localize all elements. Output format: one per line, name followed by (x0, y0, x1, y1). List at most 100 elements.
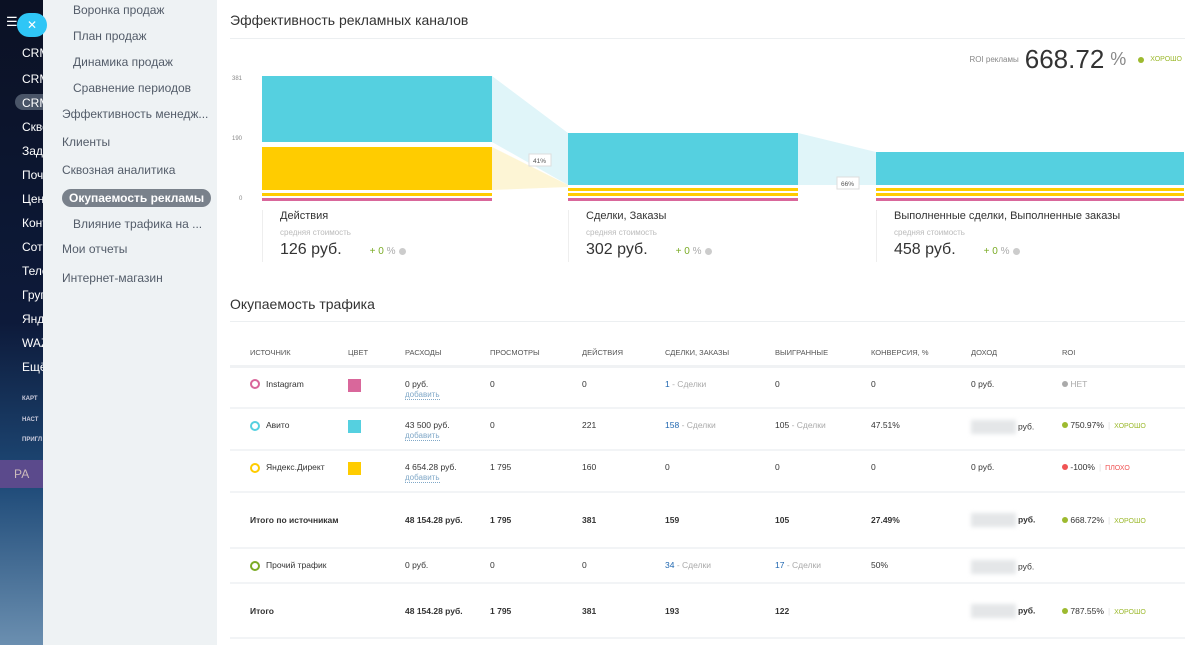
col-header[interactable]: КОНВЕРСИЯ, % (871, 340, 971, 368)
currency: руб. (1018, 421, 1035, 432)
nav-item[interactable]: WAZ (22, 336, 43, 350)
views-value: 1 795 (490, 492, 582, 549)
menu-item[interactable]: Влияние трафика на ... (73, 217, 203, 231)
nav-item[interactable]: CRM (22, 72, 43, 86)
nav-item[interactable]: CRM (22, 46, 43, 60)
help-icon[interactable] (1012, 247, 1020, 255)
nav-item[interactable]: Цент (22, 192, 43, 206)
nav-link[interactable]: НАСТ (22, 417, 39, 423)
views-value: 1 795 (490, 450, 582, 493)
table-row[interactable]: Авито 43 500 руб. добавить 0 221 158 - Сд… (230, 408, 1185, 451)
source-icon (250, 420, 260, 431)
nav-item[interactable]: Конт (22, 216, 43, 230)
menu-item[interactable]: Мои отчеты (62, 242, 128, 256)
col-header[interactable]: ROI (1062, 340, 1185, 368)
conversion-badge (836, 176, 860, 190)
nav-item[interactable]: Зада (22, 144, 43, 158)
funnel-title: Эффективность рекламных каналов (230, 12, 469, 28)
menu-item[interactable]: Эффективность менедж... (62, 107, 209, 121)
actions-value: 0 (582, 548, 665, 584)
promo-bar[interactable]: РА (0, 460, 43, 488)
table-row[interactable]: Яндекс.Директ 4 654.28 руб. добавить 1 79… (230, 450, 1185, 493)
axis-label: 0 (239, 196, 243, 202)
won-value: 0 (775, 462, 780, 472)
row-label: Итого по источникам (230, 492, 348, 549)
menu-item-active[interactable]: Окупаемость рекламы (62, 189, 212, 207)
nav-item[interactable]: Почт (22, 168, 43, 182)
deals-value: 193 (665, 583, 775, 639)
hidden-income (971, 513, 1016, 527)
color-swatch[interactable] (348, 378, 361, 392)
nav-item[interactable]: Скво (22, 120, 43, 134)
col-header[interactable]: ДЕЙСТВИЯ (582, 340, 665, 368)
menu-item[interactable]: Динамика продаж (73, 55, 173, 69)
nav-link[interactable]: КАРТ (22, 396, 38, 402)
delta-unit: % (1000, 246, 1010, 257)
table-header: ИСТОЧНИК ЦВЕТ РАСХОДЫ ПРОСМОТРЫ ДЕЙСТВИЯ… (230, 340, 1185, 368)
color-swatch[interactable] (348, 462, 361, 475)
menu-item[interactable]: Сравнение периодов (73, 81, 192, 95)
color-swatch[interactable] (348, 420, 361, 433)
deals-value[interactable]: 1 (665, 378, 670, 389)
divider (230, 321, 1185, 322)
nav-item[interactable]: Груп (22, 288, 43, 302)
add-cost-link[interactable]: добавить (405, 389, 440, 400)
table-row[interactable]: Instagram 0 руб. добавить 0 0 1 - Сделки … (230, 366, 1185, 409)
menu-item[interactable]: План продаж (73, 29, 147, 43)
cost-value: 0 руб. (405, 378, 429, 389)
add-cost-link[interactable]: добавить (405, 473, 440, 483)
add-cost-link[interactable]: добавить (405, 431, 440, 441)
roi-status: НЕТ (1070, 378, 1088, 389)
close-button[interactable]: ✕ (17, 13, 47, 37)
menu-item[interactable]: Интернет-магазин (62, 271, 163, 285)
actions-value: 221 (582, 408, 665, 451)
deals-value[interactable]: 34 (665, 560, 675, 570)
stage-value: 458 руб. (894, 241, 956, 258)
won-value[interactable]: 17 (775, 560, 785, 570)
source-name: Яндекс.Директ (266, 462, 325, 472)
nav-link[interactable]: ПРИГЛ (22, 437, 43, 443)
help-icon[interactable] (704, 247, 712, 255)
cost-value: 43 500 руб. (405, 420, 450, 430)
nav-item[interactable]: CRM (22, 96, 43, 110)
nav-item[interactable]: Теле (22, 264, 43, 278)
roi-status: ХОРОШО (1114, 518, 1146, 525)
main-content: Эффективность рекламных каналов ROI рекл… (217, 0, 1200, 645)
roi-unit: % (1110, 49, 1127, 69)
stage-delta: + 0 % (984, 246, 1020, 257)
delta-value: + 0 (983, 246, 998, 257)
cost-value: 4 654.28 руб. (405, 462, 457, 472)
nav-item[interactable]: Янде (22, 312, 43, 326)
income-value: 0 руб. (971, 378, 995, 389)
col-header[interactable]: СДЕЛКИ, ЗАКАЗЫ (665, 340, 775, 368)
actions-value: 0 (582, 366, 665, 409)
stage-summary: Сделки, Заказы средняя стоимость 302 руб… (568, 210, 712, 262)
hidden-income (971, 420, 1016, 434)
col-header[interactable]: ДОХОД (971, 340, 1062, 368)
col-header[interactable]: ИСТОЧНИК (230, 340, 348, 368)
col-header[interactable]: ВЫИГРАННЫЕ (775, 340, 871, 368)
col-header[interactable]: ПРОСМОТРЫ (490, 340, 582, 368)
delta-value: + 0 (675, 246, 690, 257)
menu-item[interactable]: Сквозная аналитика (62, 163, 176, 177)
divider (230, 38, 1185, 39)
menu-icon[interactable]: ☰ (6, 14, 18, 29)
report-menu: Воронка продаж План продаж Динамика прод… (43, 0, 217, 645)
deals-value[interactable]: 158 (665, 420, 680, 430)
currency: руб. (1018, 514, 1036, 525)
nav-item[interactable]: Ещё (22, 360, 43, 374)
help-icon[interactable] (398, 247, 406, 255)
col-header[interactable]: РАСХОДЫ (405, 340, 490, 368)
deals-label: - Сделки (672, 378, 707, 389)
deals-label: - Сделки (681, 420, 716, 430)
actions-value: 381 (582, 492, 665, 549)
menu-item[interactable]: Клиенты (62, 135, 111, 149)
menu-item[interactable]: Воронка продаж (73, 3, 165, 17)
deals-value[interactable]: 0 (665, 462, 670, 472)
roi-status: ХОРОШО (1150, 56, 1182, 63)
table-row[interactable]: Прочий трафик 0 руб. 0 0 34 - Сделки 17 … (230, 548, 1185, 584)
views-value: 1 795 (490, 583, 582, 639)
bar-segment (262, 76, 492, 142)
nav-item[interactable]: Сотр (22, 240, 43, 254)
roi-value: 787.55% (1070, 605, 1104, 616)
